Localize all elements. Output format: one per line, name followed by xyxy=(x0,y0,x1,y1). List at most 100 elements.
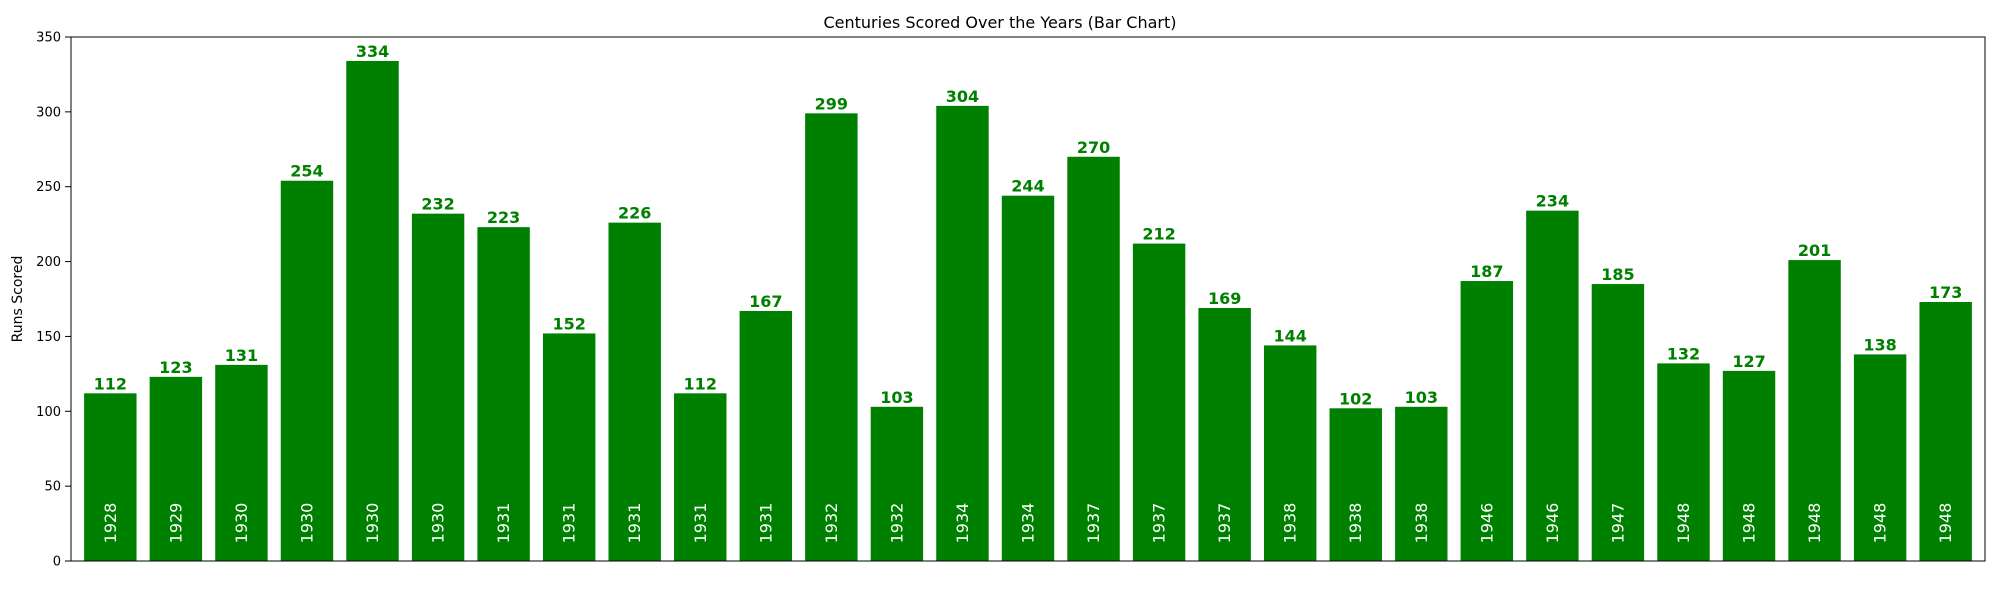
bar-year-label: 1931 xyxy=(560,503,579,544)
bar-value-label: 232 xyxy=(421,195,454,214)
bar-value-label: 103 xyxy=(1405,388,1438,407)
bar-value-label: 169 xyxy=(1208,289,1241,308)
bar-year-label: 1947 xyxy=(1608,503,1627,544)
bar-year-label: 1931 xyxy=(494,503,513,544)
bar-value-label: 131 xyxy=(225,346,258,365)
bar-value-label: 254 xyxy=(290,162,323,181)
bar xyxy=(1919,301,1972,561)
bar-value-label: 334 xyxy=(356,42,389,61)
bar-year-label: 1946 xyxy=(1477,503,1496,544)
y-tick-label: 250 xyxy=(36,180,61,195)
bar xyxy=(1722,370,1776,561)
bar xyxy=(1263,345,1317,561)
bar xyxy=(1657,363,1710,561)
bar-value-label: 223 xyxy=(487,208,520,227)
bar xyxy=(674,393,727,561)
bar-year-label: 1938 xyxy=(1281,503,1300,544)
bar xyxy=(149,376,203,561)
bar xyxy=(411,213,465,562)
bar-year-label: 1948 xyxy=(1674,503,1693,544)
plot-frame xyxy=(70,36,1986,562)
y-tick-label: 200 xyxy=(36,255,61,270)
bar xyxy=(346,60,399,561)
bar-value-label: 127 xyxy=(1732,352,1765,371)
bar xyxy=(1132,243,1186,561)
bar-value-label: 304 xyxy=(946,87,979,106)
bar-value-label: 112 xyxy=(94,374,127,393)
bar-year-label: 1932 xyxy=(887,503,906,544)
bar-year-label: 1929 xyxy=(166,503,185,544)
bar-value-label: 299 xyxy=(815,94,848,113)
bar-year-label: 1948 xyxy=(1871,503,1890,544)
bar xyxy=(1067,156,1120,561)
bar-value-label: 167 xyxy=(749,292,782,311)
bar-value-label: 138 xyxy=(1863,335,1896,354)
bar-year-label: 1938 xyxy=(1346,503,1365,544)
bar xyxy=(1198,307,1251,561)
bar-value-label: 152 xyxy=(552,314,585,333)
bar xyxy=(1460,281,1514,561)
bar-year-label: 1930 xyxy=(297,503,316,544)
bar-year-label: 1934 xyxy=(1019,503,1038,544)
bar xyxy=(1395,406,1448,561)
bar-value-label: 212 xyxy=(1142,225,1175,244)
bar-year-label: 1928 xyxy=(101,503,120,544)
y-axis-label: Runs Scored xyxy=(10,256,26,343)
year-labels-group: 1928 1929 1930 1930 1930 1930 1931 1931 1931 1931… xyxy=(101,503,1955,544)
bar-value-label: 123 xyxy=(159,358,192,377)
bar-year-label: 1948 xyxy=(1805,503,1824,544)
bar-year-label: 1948 xyxy=(1936,503,1955,544)
y-axis-ticks: 0 50 100 150 200 250 300 350 xyxy=(36,31,71,570)
y-tick-label: 100 xyxy=(36,405,61,420)
bar xyxy=(280,180,334,561)
bars-group xyxy=(84,60,1972,562)
bar-year-label: 1930 xyxy=(363,503,382,544)
bar-year-label: 1930 xyxy=(232,503,251,544)
y-tick-label: 0 xyxy=(53,555,61,570)
bar xyxy=(1853,354,1907,561)
bar-year-label: 1934 xyxy=(953,503,972,544)
bar-value-label: 132 xyxy=(1667,344,1700,363)
bar-year-label: 1932 xyxy=(822,503,841,544)
bar-value-label: 234 xyxy=(1536,192,1569,211)
bar-value-label: 112 xyxy=(684,374,717,393)
bar-value-label: 102 xyxy=(1339,389,1372,408)
bar xyxy=(542,333,596,561)
bar-value-label: 226 xyxy=(618,204,651,223)
value-labels-group: 112 123 131 254 334 232 223 152 226 112 167 299 103 3… xyxy=(94,42,1963,408)
y-tick-label: 300 xyxy=(36,105,61,120)
bar-year-label: 1931 xyxy=(691,503,710,544)
bar xyxy=(1526,210,1579,561)
bar xyxy=(608,222,661,561)
bar-value-label: 144 xyxy=(1273,326,1306,345)
bar-value-label: 173 xyxy=(1929,283,1962,302)
bar xyxy=(84,393,137,561)
bar xyxy=(805,113,858,562)
chart-title: Centuries Scored Over the Years (Bar Cha… xyxy=(823,13,1176,32)
bar-year-label: 1948 xyxy=(1740,503,1759,544)
bar-value-label: 270 xyxy=(1077,138,1110,157)
bar xyxy=(215,364,268,561)
bar xyxy=(1591,284,1645,561)
bar-value-label: 187 xyxy=(1470,262,1503,281)
y-tick-label: 50 xyxy=(44,480,61,495)
bar-value-label: 103 xyxy=(880,388,913,407)
y-tick-label: 150 xyxy=(36,330,61,345)
bar-value-label: 185 xyxy=(1601,265,1634,284)
bar xyxy=(936,105,989,562)
bar xyxy=(1788,260,1841,561)
bar xyxy=(1001,195,1055,561)
bar-year-label: 1938 xyxy=(1412,503,1431,544)
bar xyxy=(477,227,530,561)
bar-value-label: 244 xyxy=(1011,177,1044,196)
bar-year-label: 1937 xyxy=(1215,503,1234,544)
bar-year-label: 1946 xyxy=(1543,503,1562,544)
bar xyxy=(739,310,793,561)
bar-value-label: 201 xyxy=(1798,241,1831,260)
bar-year-label: 1931 xyxy=(756,503,775,544)
bar-year-label: 1930 xyxy=(429,503,448,544)
bar-year-label: 1931 xyxy=(625,503,644,544)
bar-year-label: 1937 xyxy=(1150,503,1169,544)
